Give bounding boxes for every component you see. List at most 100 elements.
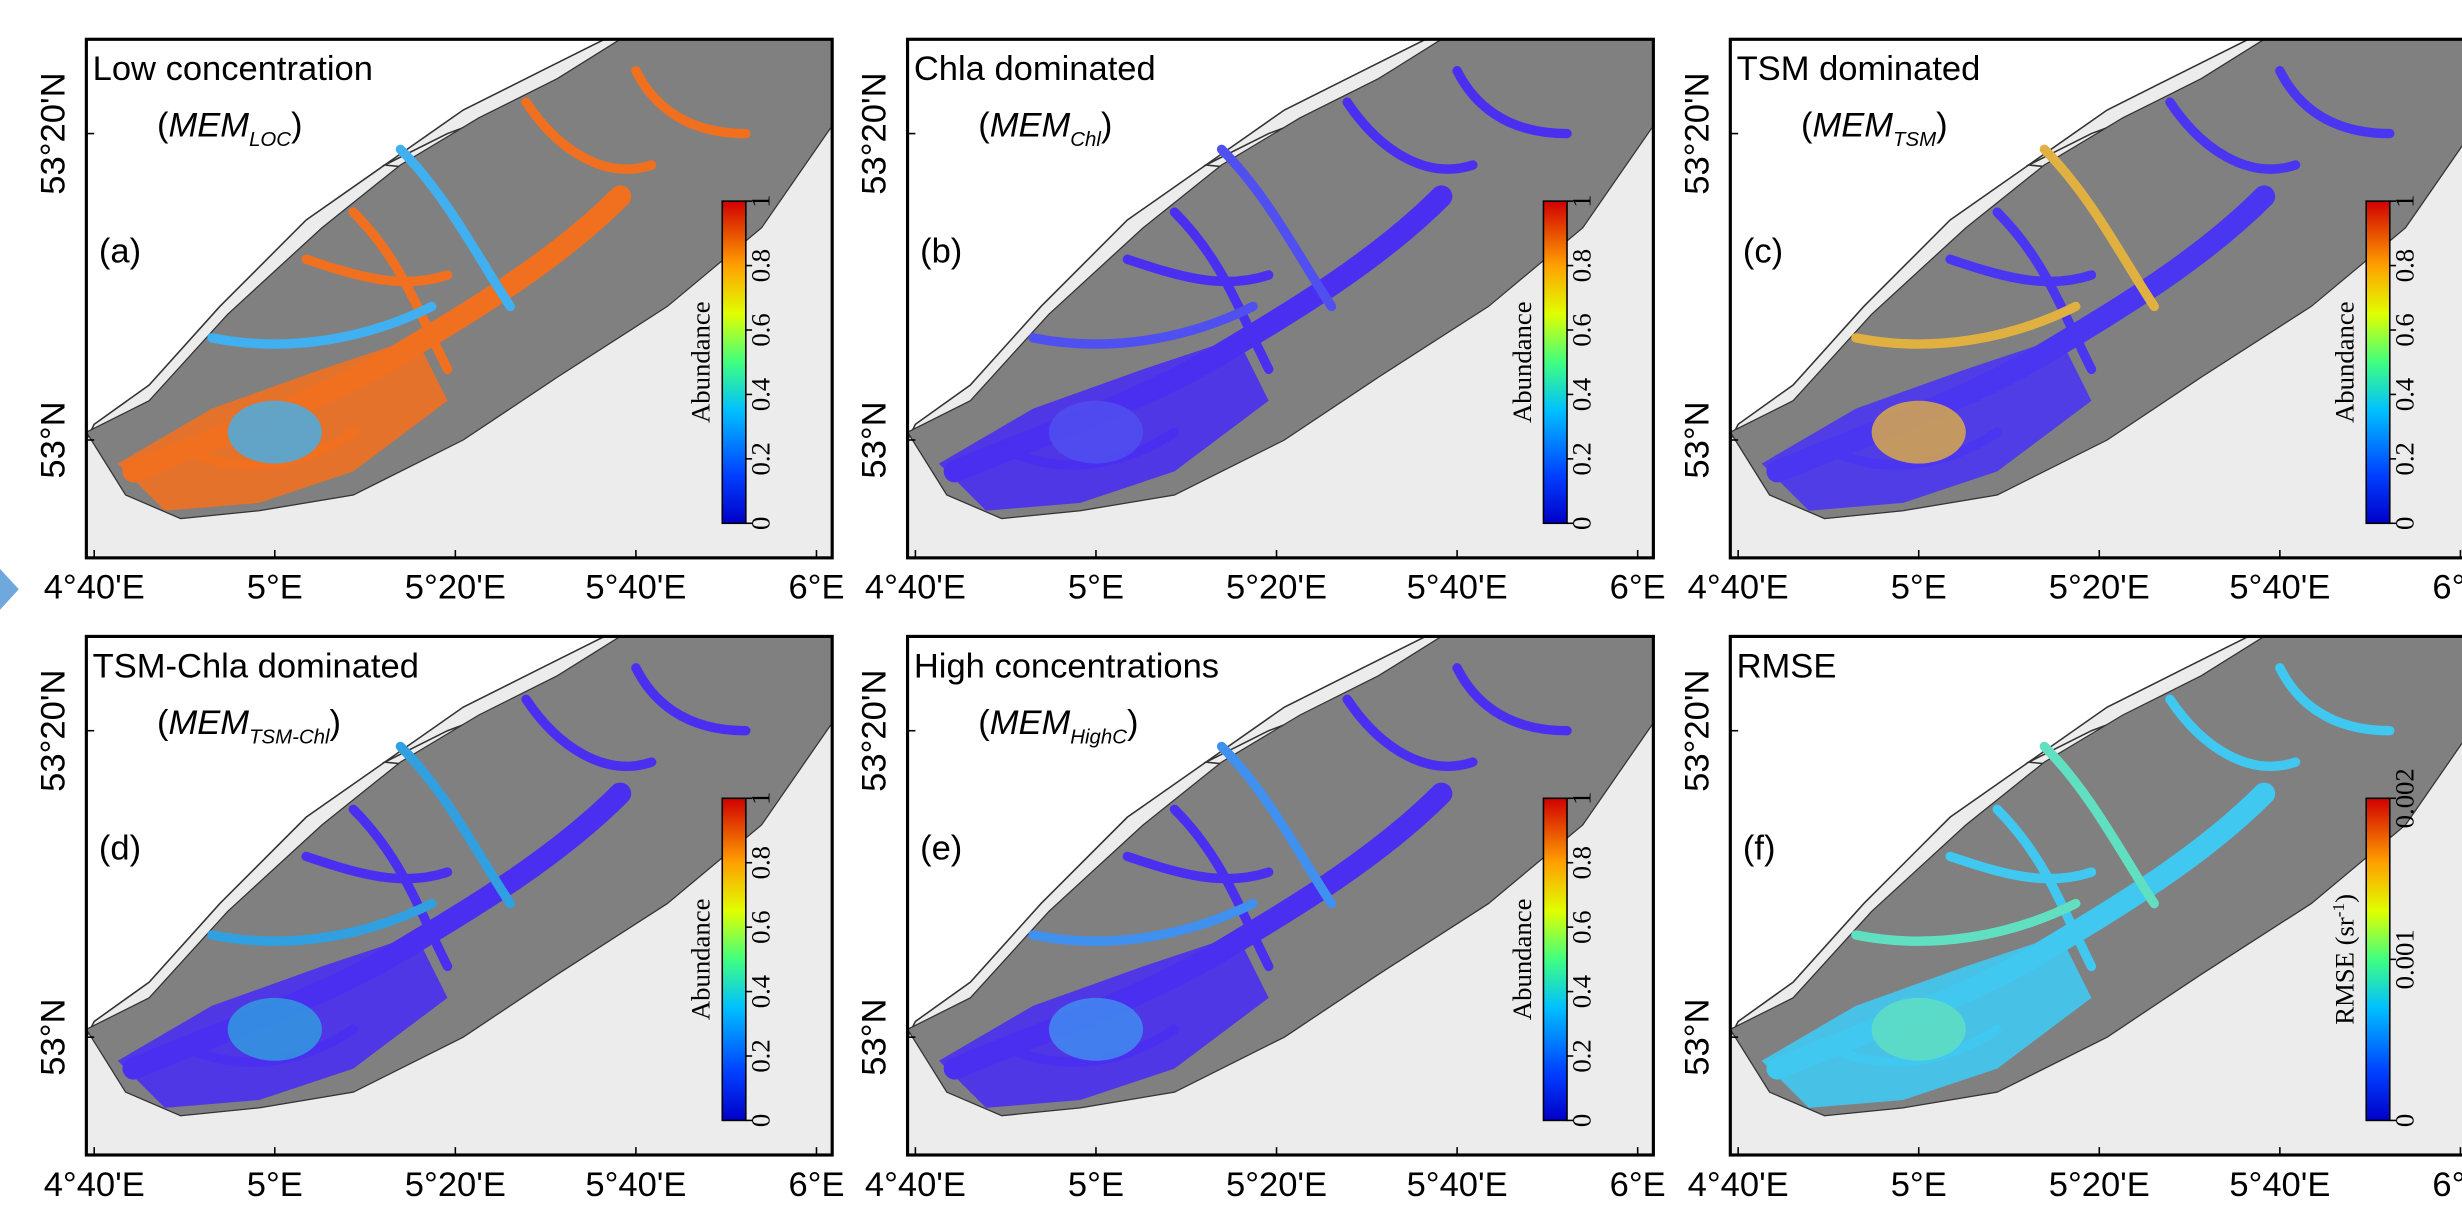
subtitle-close: ) bbox=[291, 107, 303, 145]
channel bbox=[997, 427, 1180, 470]
channel bbox=[521, 97, 657, 174]
channel bbox=[1342, 97, 1478, 174]
map-area bbox=[1730, 39, 2462, 558]
x-axis-label: 5°E bbox=[247, 569, 303, 607]
x-axis-label: 5°40'E bbox=[1407, 1166, 1508, 1204]
subtitle-close: ) bbox=[1101, 107, 1113, 145]
colorbar-tick-label: 0.2 bbox=[1567, 442, 1597, 475]
channel bbox=[1216, 741, 1337, 909]
colorbar-tick-label: 0.8 bbox=[1567, 249, 1597, 282]
channel bbox=[2039, 144, 2159, 312]
x-axis-label: 5°E bbox=[1068, 569, 1124, 607]
y-axis-label: 53°N bbox=[34, 999, 72, 1076]
channel bbox=[1819, 1024, 2002, 1067]
map-area bbox=[86, 39, 833, 558]
x-axis-label: 5°40'E bbox=[2229, 1166, 2330, 1204]
channel bbox=[175, 1024, 358, 1067]
subtitle-open: ( bbox=[1801, 107, 1813, 145]
channel bbox=[1945, 851, 2097, 884]
subtitle-main: MEM bbox=[1812, 107, 1893, 145]
channel bbox=[2165, 97, 2301, 174]
colorbar-label: Abundance bbox=[1507, 301, 1537, 423]
colorbar-tick-label: 1 bbox=[1567, 194, 1597, 207]
frame bbox=[84, 634, 834, 1157]
channel bbox=[1342, 694, 1478, 771]
channel bbox=[2165, 694, 2301, 771]
colorbar-label: Abundance bbox=[686, 301, 716, 423]
colorbar-tick-label: 0 bbox=[1567, 1114, 1597, 1127]
label-close: ) bbox=[2330, 894, 2360, 903]
frame bbox=[1728, 634, 2462, 1157]
colorbar bbox=[721, 200, 747, 525]
x-axis-label: 4°40'E bbox=[44, 569, 145, 607]
x-axis-label: 5°E bbox=[247, 1166, 303, 1204]
arrow-icon bbox=[0, 568, 19, 610]
x-axis-label: 5°20'E bbox=[405, 569, 506, 607]
colorbar-tick-label: 0 bbox=[745, 517, 775, 530]
channel bbox=[943, 185, 1453, 483]
x-axis-label: 4°40'E bbox=[1688, 569, 1789, 607]
colorbar-tick-label: 0.4 bbox=[745, 975, 775, 1008]
channel bbox=[1122, 254, 1274, 287]
map-area bbox=[1730, 636, 2462, 1155]
x-axis-label: 4°40'E bbox=[865, 569, 966, 607]
channel bbox=[395, 741, 516, 909]
y-axis-label: 53°N bbox=[856, 999, 894, 1076]
colorbar bbox=[721, 797, 747, 1122]
channel bbox=[207, 301, 437, 349]
map-panel: TSM-Chla dominated (MEMTSM-Chl) (d) 0 0.2 0.4… bbox=[34, 634, 845, 1204]
channel bbox=[631, 663, 751, 736]
map-panel: High concentrations (MEMHighC) (e) 0 0.2 0.4 0… bbox=[856, 634, 1666, 1204]
panel-title: Low concentration bbox=[93, 50, 373, 88]
channel bbox=[1216, 144, 1337, 312]
channel bbox=[122, 782, 632, 1080]
map-panel: TSM dominated (MEMTSM) (c) 0 0.2 0.4 0.6 0.8 1 Ab… bbox=[1678, 37, 2462, 607]
channel bbox=[2275, 663, 2395, 736]
channel bbox=[395, 144, 516, 312]
y-axis-label: 53°N bbox=[1678, 401, 1716, 478]
colorbar-tick-label: 0.6 bbox=[745, 313, 775, 346]
channel bbox=[1028, 301, 1258, 349]
panel-label: (d) bbox=[99, 830, 141, 868]
subtitle-open: ( bbox=[157, 107, 169, 145]
colorbar-label: Abundance bbox=[686, 899, 716, 1021]
x-axis-label: 5°E bbox=[1891, 1166, 1947, 1204]
panel-subtitle: (MEMHighC) bbox=[978, 704, 1138, 748]
x-axis-label: 5°20'E bbox=[2049, 569, 2150, 607]
colorbar-tick-label: 0.001 bbox=[2389, 929, 2419, 989]
channel bbox=[997, 1024, 1180, 1067]
colorbar-tick-label: 0.8 bbox=[745, 249, 775, 282]
colorbar-tick-label: 0.002 bbox=[2389, 768, 2419, 828]
panel-label: (b) bbox=[920, 232, 962, 270]
subtitle-open: ( bbox=[978, 704, 990, 742]
y-axis-label: 53°20'N bbox=[1678, 670, 1716, 792]
x-axis-label: 6°E bbox=[788, 1166, 844, 1204]
x-axis-label: 6°E bbox=[2432, 569, 2462, 607]
channel bbox=[175, 427, 358, 470]
frame bbox=[905, 634, 1655, 1157]
subtitle-main: MEM bbox=[169, 704, 250, 742]
x-axis-label: 5°40'E bbox=[585, 1166, 686, 1204]
subtitle-close: ) bbox=[1127, 704, 1139, 742]
channel bbox=[943, 782, 1453, 1080]
x-axis-label: 5°20'E bbox=[405, 1166, 506, 1204]
water-patch bbox=[1871, 400, 1966, 464]
channel bbox=[1851, 898, 2081, 946]
channel bbox=[631, 66, 751, 139]
map-area bbox=[907, 636, 1654, 1155]
subtitle-sub: TSM-Chl bbox=[249, 726, 330, 748]
panel-label: (a) bbox=[99, 232, 141, 270]
x-axis-label: 4°40'E bbox=[44, 1166, 145, 1204]
colorbar-tick-label: 0.8 bbox=[1567, 846, 1597, 879]
map-panel: Low concentration (MEMLOC) (a) 0 0.2 0.4 0.6 0.… bbox=[34, 37, 845, 607]
colorbar-tick-label: 0 bbox=[745, 1114, 775, 1127]
panel-title: High concentrations bbox=[914, 647, 1219, 685]
y-axis-label: 53°20'N bbox=[856, 670, 894, 792]
colorbar-tick-label: 0.4 bbox=[1567, 378, 1597, 411]
colorbar-tick-label: 0.4 bbox=[745, 378, 775, 411]
water-patch bbox=[1048, 400, 1144, 464]
subtitle-sub: TSM bbox=[1893, 129, 1936, 151]
subtitle-close: ) bbox=[1936, 107, 1948, 145]
channel bbox=[2275, 66, 2395, 139]
